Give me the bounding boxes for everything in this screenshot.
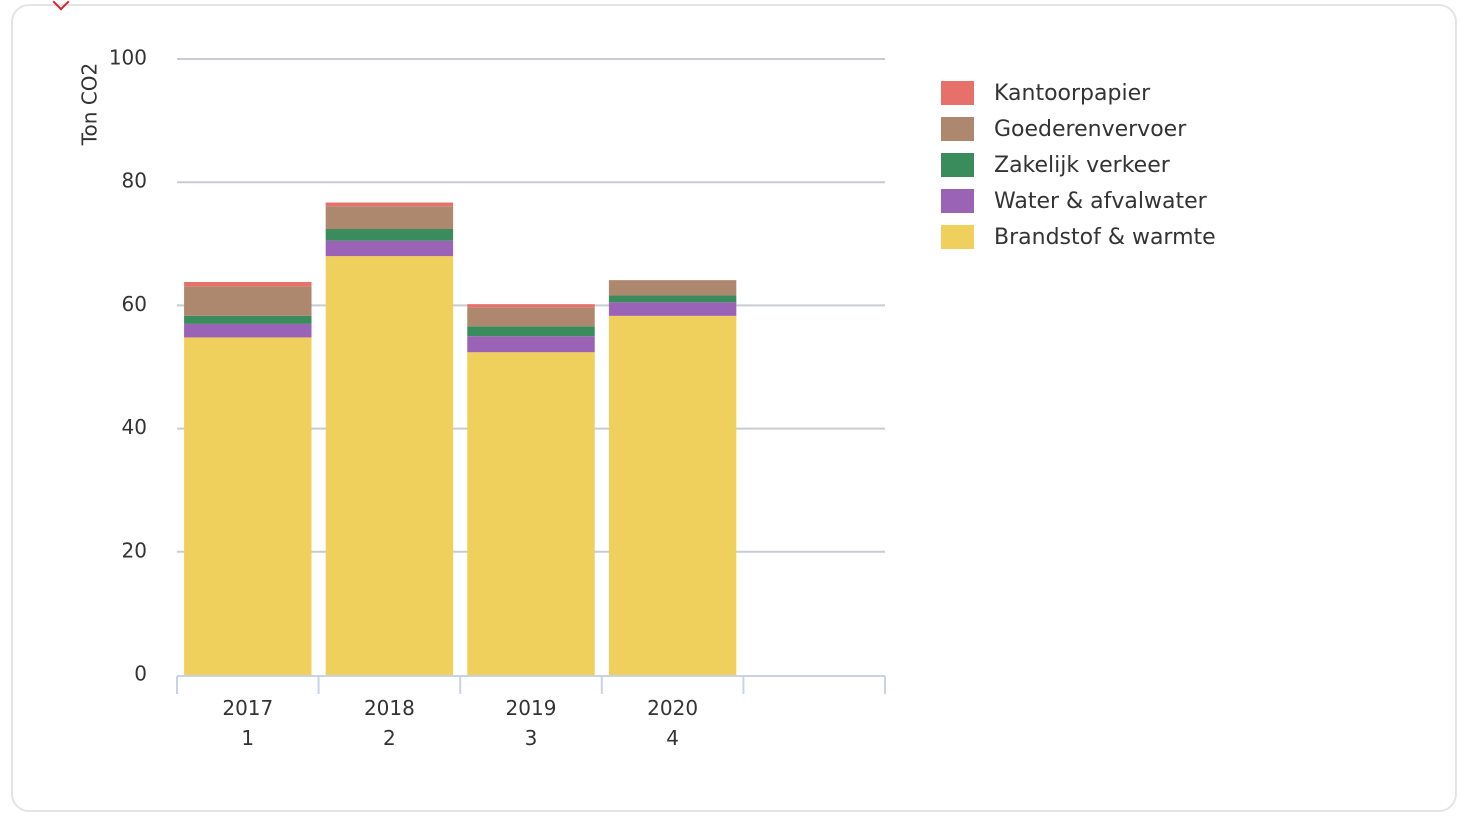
bar-segment <box>608 315 737 675</box>
bar-segment <box>467 307 595 327</box>
y-tick-label: 100 <box>109 46 147 70</box>
y-tick-label: 20 <box>122 538 147 562</box>
bar-segment <box>184 281 312 287</box>
bar-segment <box>467 352 595 675</box>
legend-label[interactable]: Kantoorpapier <box>994 81 1151 106</box>
legend-swatch <box>941 117 974 141</box>
x-tick-label: 2017 <box>222 696 273 720</box>
legend-swatch <box>941 153 974 177</box>
x-tick-label: 2019 <box>506 696 557 720</box>
y-axis-ticks: 0 20 40 60 80 100 <box>109 46 147 686</box>
bar-segment <box>608 295 737 303</box>
bar-segment <box>325 256 454 675</box>
bar-segment <box>325 206 454 230</box>
y-axis-label: Ton CO2 <box>78 63 102 147</box>
legend: Kantoorpapier Goederenvervoer Zakelijk ver… <box>941 81 1216 250</box>
x-tick-sublabel: 3 <box>525 726 538 750</box>
x-axis <box>176 675 886 694</box>
legend-label[interactable]: Water & afvalwater <box>994 189 1208 214</box>
bar-segment <box>184 286 312 316</box>
bar-segment <box>325 229 454 241</box>
bar-segment <box>184 315 312 324</box>
y-tick-label: 40 <box>122 415 147 439</box>
bars <box>184 202 737 675</box>
x-tick-label: 2020 <box>647 696 698 720</box>
x-tick-sublabel: 1 <box>241 726 254 750</box>
legend-swatch <box>941 81 974 105</box>
legend-swatch <box>941 225 974 249</box>
bar-segment <box>467 336 595 353</box>
y-tick-label: 80 <box>122 169 147 193</box>
legend-label[interactable]: Brandstof & warmte <box>994 225 1216 250</box>
x-tick-label: 2018 <box>364 696 415 720</box>
legend-label[interactable]: Zakelijk verkeer <box>994 153 1171 178</box>
legend-swatch <box>941 189 974 213</box>
bar-segment <box>325 240 454 257</box>
bar-segment <box>608 280 737 296</box>
y-tick-label: 0 <box>134 662 147 686</box>
x-tick-sublabel: 4 <box>666 726 679 750</box>
bar-segment <box>184 323 312 338</box>
x-axis-ticks: 2017 1 2018 2 2019 3 2020 4 <box>222 696 698 750</box>
x-tick-sublabel: 2 <box>383 726 396 750</box>
bar-segment <box>325 202 454 207</box>
bar-segment <box>184 337 312 675</box>
y-tick-label: 60 <box>122 292 147 316</box>
bar-segment <box>608 302 737 316</box>
bar-segment <box>467 326 595 337</box>
legend-label[interactable]: Goederenvervoer <box>994 117 1187 142</box>
bar-segment <box>467 304 595 308</box>
